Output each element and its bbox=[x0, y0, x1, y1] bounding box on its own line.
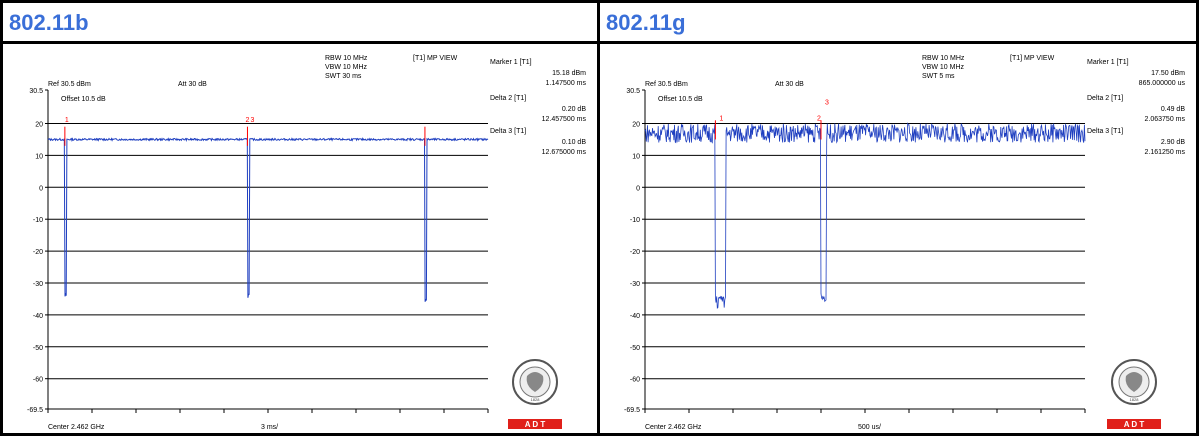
trace-line bbox=[644, 122, 1086, 309]
y-tick-label: -40 bbox=[630, 313, 640, 320]
span-label: 500 us/ bbox=[858, 424, 881, 431]
marker-1-time: 1.147500 ms bbox=[546, 80, 587, 87]
y-tick-label: 30.5 bbox=[626, 88, 640, 95]
y-tick-label: -10 bbox=[630, 217, 640, 224]
offset-label: Offset 10.5 dB bbox=[658, 96, 703, 103]
y-tick-label: 30.5 bbox=[29, 88, 43, 95]
chart-cell-left bbox=[3, 44, 597, 433]
ref-label: Ref 30.5 dBm bbox=[645, 81, 688, 88]
marker-label: 1 bbox=[65, 117, 69, 124]
swt-label: SWT 30 ms bbox=[325, 73, 362, 80]
vbw-label: VBW 10 MHz bbox=[922, 64, 965, 71]
y-tick-label: -10 bbox=[33, 217, 43, 224]
header-cell-left bbox=[3, 3, 597, 41]
delta-2-time: 2.063750 ms bbox=[1145, 116, 1186, 123]
adt-badge-text: A D T bbox=[525, 420, 546, 429]
center-freq-label: Center 2.462 GHz bbox=[48, 424, 105, 431]
y-tick-label: 20 bbox=[632, 121, 640, 128]
view-label: [T1] MP VIEW bbox=[413, 55, 458, 62]
marker-label: 2 bbox=[245, 117, 249, 124]
bureau-veritas-logo: 1828 bbox=[512, 359, 558, 405]
delta-2-name: Delta 2 [T1] bbox=[490, 95, 526, 102]
y-tick-label: 10 bbox=[35, 153, 43, 160]
marker-1-name: Marker 1 [T1] bbox=[490, 59, 532, 66]
marker-label: 3 bbox=[825, 99, 829, 106]
y-tick-label: -40 bbox=[33, 313, 43, 320]
y-tick-label: -50 bbox=[630, 345, 640, 352]
vbw-label: VBW 10 MHz bbox=[325, 64, 368, 71]
logo-year: 1828 bbox=[531, 397, 541, 402]
rbw-label: RBW 10 MHz bbox=[922, 55, 965, 62]
delta-2-time: 12.457500 ms bbox=[542, 116, 587, 123]
marker-label: 1 bbox=[719, 115, 723, 122]
y-tick-label: -30 bbox=[630, 281, 640, 288]
delta-3-name: Delta 3 [T1] bbox=[490, 128, 526, 135]
offset-label: Offset 10.5 dB bbox=[61, 96, 106, 103]
center-freq-label: Center 2.462 GHz bbox=[645, 424, 702, 431]
marker-label: 3 bbox=[250, 117, 254, 124]
plot-area-g: 30.5 20 10 0 -10 -20 -30 -40 -50 -60 -69.5 1 2 3 bbox=[624, 88, 1086, 414]
delta-3-name: Delta 3 [T1] bbox=[1087, 128, 1123, 135]
y-tick-label: -30 bbox=[33, 281, 43, 288]
marker-1-level: 15.18 dBm bbox=[552, 70, 586, 77]
y-tick-label: -69.5 bbox=[624, 407, 640, 414]
rbw-label: RBW 10 MHz bbox=[325, 55, 368, 62]
swt-label: SWT 5 ms bbox=[922, 73, 955, 80]
marker-1-name: Marker 1 [T1] bbox=[1087, 59, 1129, 66]
delta-3-time: 2.161250 ms bbox=[1145, 149, 1186, 156]
y-tick-label: -69.5 bbox=[27, 407, 43, 414]
view-label: [T1] MP VIEW bbox=[1010, 55, 1055, 62]
marker-label: 2 bbox=[817, 115, 821, 122]
y-tick-label: 0 bbox=[636, 185, 640, 192]
y-tick-label: -60 bbox=[630, 377, 640, 384]
adt-badge-text: A D T bbox=[1124, 420, 1145, 429]
marker-1-time: 865.000000 us bbox=[1139, 80, 1186, 87]
y-tick-label: 20 bbox=[35, 121, 43, 128]
delta-3-level: 2.90 dB bbox=[1161, 139, 1185, 146]
adt-badge bbox=[508, 419, 562, 429]
header-cell-right bbox=[600, 3, 1196, 41]
delta-3-time: 12.675000 ms bbox=[542, 149, 587, 156]
att-label: Att 30 dB bbox=[775, 81, 804, 88]
plot-area-b: 30.5 20 10 0 -10 -20 -30 -40 -50 -60 -69.5 1 2 3 bbox=[27, 88, 489, 414]
chart-cell-right bbox=[600, 44, 1196, 433]
y-tick-label: -50 bbox=[33, 345, 43, 352]
delta-2-level: 0.49 dB bbox=[1161, 106, 1185, 113]
att-label: Att 30 dB bbox=[178, 81, 207, 88]
panel-heading-g: 802.11g bbox=[606, 10, 686, 35]
adt-badge bbox=[1107, 419, 1161, 429]
spectrum-chart-b: RBW 10 MHz VBW 10 MHz SWT 30 ms [T1] MP … bbox=[27, 55, 587, 431]
panel-heading-b: 802.11b bbox=[9, 10, 89, 35]
y-tick-label: -20 bbox=[630, 249, 640, 256]
delta-3-level: 0.10 dB bbox=[562, 139, 586, 146]
trace-line bbox=[47, 137, 489, 302]
y-tick-label: 0 bbox=[39, 185, 43, 192]
y-tick-label: -60 bbox=[33, 377, 43, 384]
y-tick-label: 10 bbox=[632, 153, 640, 160]
y-tick-label: -20 bbox=[33, 249, 43, 256]
span-label: 3 ms/ bbox=[261, 424, 278, 431]
bureau-veritas-logo: 1828 bbox=[1111, 359, 1157, 405]
delta-2-level: 0.20 dB bbox=[562, 106, 586, 113]
logo-year: 1828 bbox=[1130, 397, 1140, 402]
delta-2-name: Delta 2 [T1] bbox=[1087, 95, 1123, 102]
spectrum-chart-g: RBW 10 MHz VBW 10 MHz SWT 5 ms [T1] MP V… bbox=[624, 55, 1186, 431]
marker-1-level: 17.50 dBm bbox=[1151, 70, 1185, 77]
ref-label: Ref 30.5 dBm bbox=[48, 81, 91, 88]
